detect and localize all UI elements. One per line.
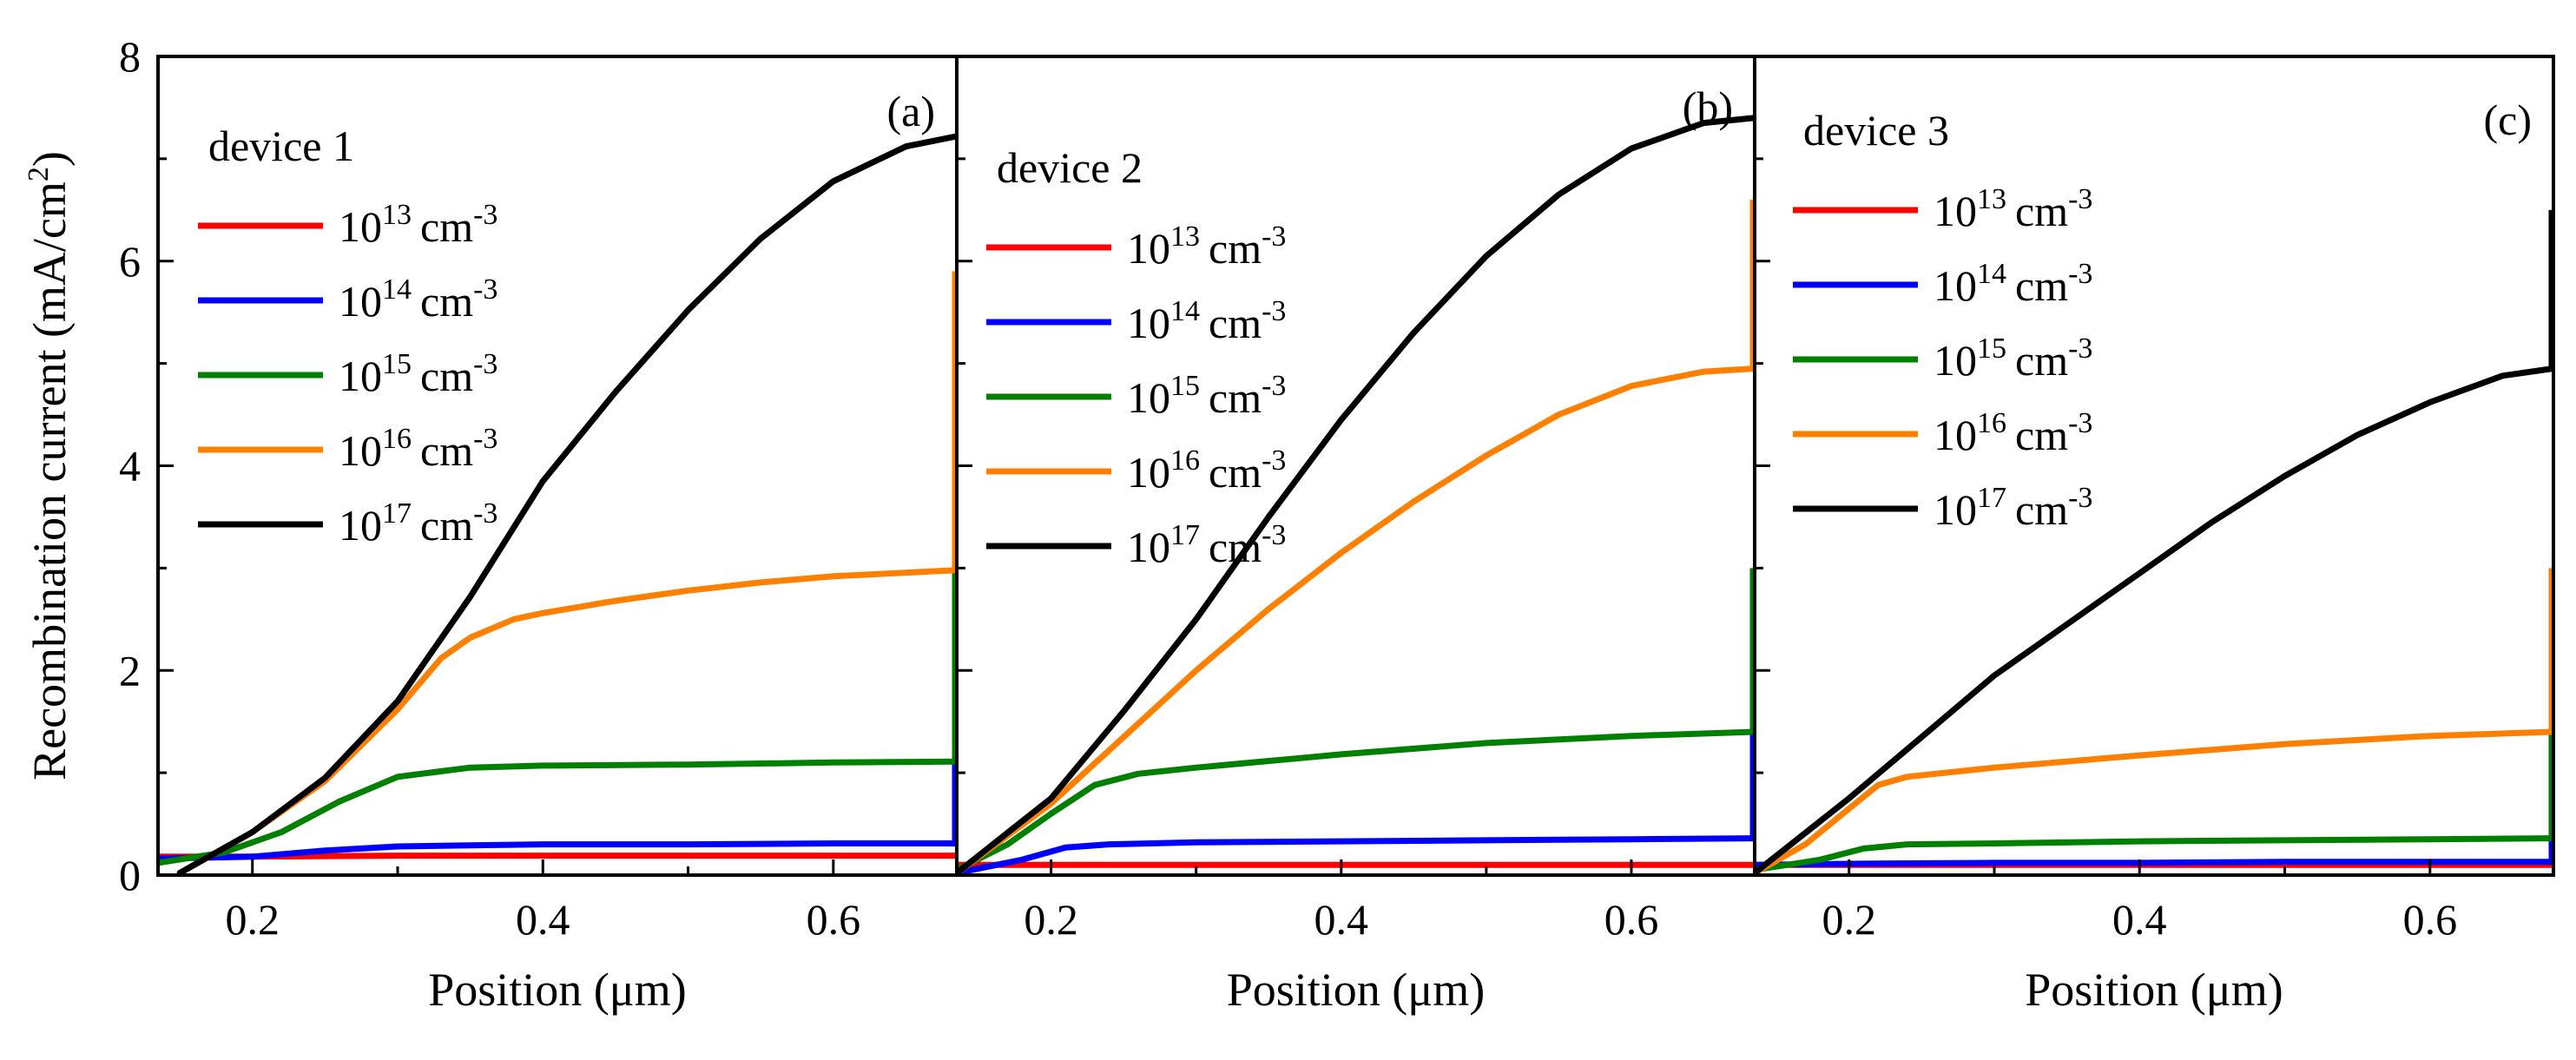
x-axis-title: Position (μm) [428, 964, 686, 1016]
x-tick-label-0.2: 0.2 [225, 895, 280, 944]
y-tick-label-6: 6 [119, 237, 141, 286]
legend-label-17: 1017 cm-3 [1127, 519, 1286, 571]
series-line-14 [957, 835, 1755, 875]
y-tick-label-8: 8 [119, 32, 141, 81]
series-line-15 [957, 728, 1755, 873]
panel-c: 0.2 0.4 0.6 Position (μm) (c) device 3 1013 cm-… [1753, 55, 2555, 1016]
series-line-17 [957, 115, 1755, 875]
series-line-14 [1755, 859, 2553, 868]
x-tick-label-0.4: 0.4 [2112, 895, 2167, 944]
legend-label-15: 1015 cm-3 [1127, 370, 1286, 422]
legend-label-14: 1014 cm-3 [1934, 258, 2092, 310]
series-line-16 [957, 365, 1755, 875]
series-line-15 [158, 758, 957, 866]
x-tick-label-0.6: 0.6 [807, 895, 861, 944]
x-tick-label-0.4: 0.4 [1314, 895, 1369, 944]
legend-label-13: 1013 cm-3 [339, 199, 497, 251]
legend-label-14: 1014 cm-3 [1127, 295, 1286, 347]
panel-label: (a) [887, 87, 936, 135]
legend-title: device 2 [997, 143, 1143, 192]
legend-label-15: 1015 cm-3 [339, 348, 497, 400]
series-line-17 [176, 133, 957, 875]
legend-label-17: 1017 cm-3 [1934, 482, 2092, 534]
x-tick-label-0.6: 0.6 [1604, 895, 1659, 944]
legend: device 2 1013 cm-3 1014 cm-3 1015 cm-3 1016 cm-3… [986, 143, 1286, 571]
y-tick-label-4: 4 [119, 442, 141, 490]
panel-b: 0.2 0.4 0.6 Position (μm) (b) device 2 1013 cm-… [955, 55, 1756, 1016]
legend-label-16: 1016 cm-3 [339, 423, 497, 475]
panels: 0.2 0.4 0.6 Position (μm) (a) device 1 1013 cm-… [156, 55, 2555, 1016]
legend-label-15: 1015 cm-3 [1934, 332, 2092, 385]
panel-label: (b) [1683, 82, 1733, 131]
panel-a: 0.2 0.4 0.6 Position (μm) (a) device 1 1013 cm-… [156, 55, 959, 1016]
x-tick-label-0.4: 0.4 [516, 895, 570, 944]
legend-label-16: 1016 cm-3 [1127, 444, 1286, 497]
x-tick-label-0.6: 0.6 [2403, 895, 2458, 944]
legend-label-16: 1016 cm-3 [1934, 407, 2092, 459]
y-tick-label-0: 0 [119, 851, 141, 899]
panel-label: (c) [2484, 95, 2533, 144]
legend-title: device 1 [208, 122, 354, 170]
legend-label-13: 1013 cm-3 [1127, 221, 1286, 273]
legend: device 1 1013 cm-3 1014 cm-3 1015 cm-3 1016 cm-3… [198, 122, 497, 550]
series-line-14 [158, 840, 957, 862]
x-tick-label-0.2: 0.2 [1822, 895, 1876, 944]
series-line-15 [1755, 835, 2553, 873]
legend-label-17: 1017 cm-3 [339, 497, 497, 550]
y-axis: 0 2 4 6 8 Recombination current (mA/cm2) [23, 32, 141, 899]
x-axis-title: Position (μm) [1227, 964, 1485, 1016]
series-line-16 [1755, 728, 2553, 875]
legend: device 3 1013 cm-3 1014 cm-3 1015 cm-3 1016 cm-3… [1793, 106, 2092, 534]
series-line-17 [1755, 365, 2553, 875]
y-tick-label-2: 2 [119, 646, 141, 695]
y-axis-title: Recombination current (mA/cm2) [23, 151, 76, 780]
legend-title: device 3 [1803, 106, 1949, 155]
legend-label-14: 1014 cm-3 [339, 273, 497, 326]
legend-label-13: 1013 cm-3 [1934, 183, 2092, 235]
x-tick-label-0.2: 0.2 [1024, 895, 1078, 944]
x-axis-title: Position (μm) [2025, 964, 2283, 1016]
